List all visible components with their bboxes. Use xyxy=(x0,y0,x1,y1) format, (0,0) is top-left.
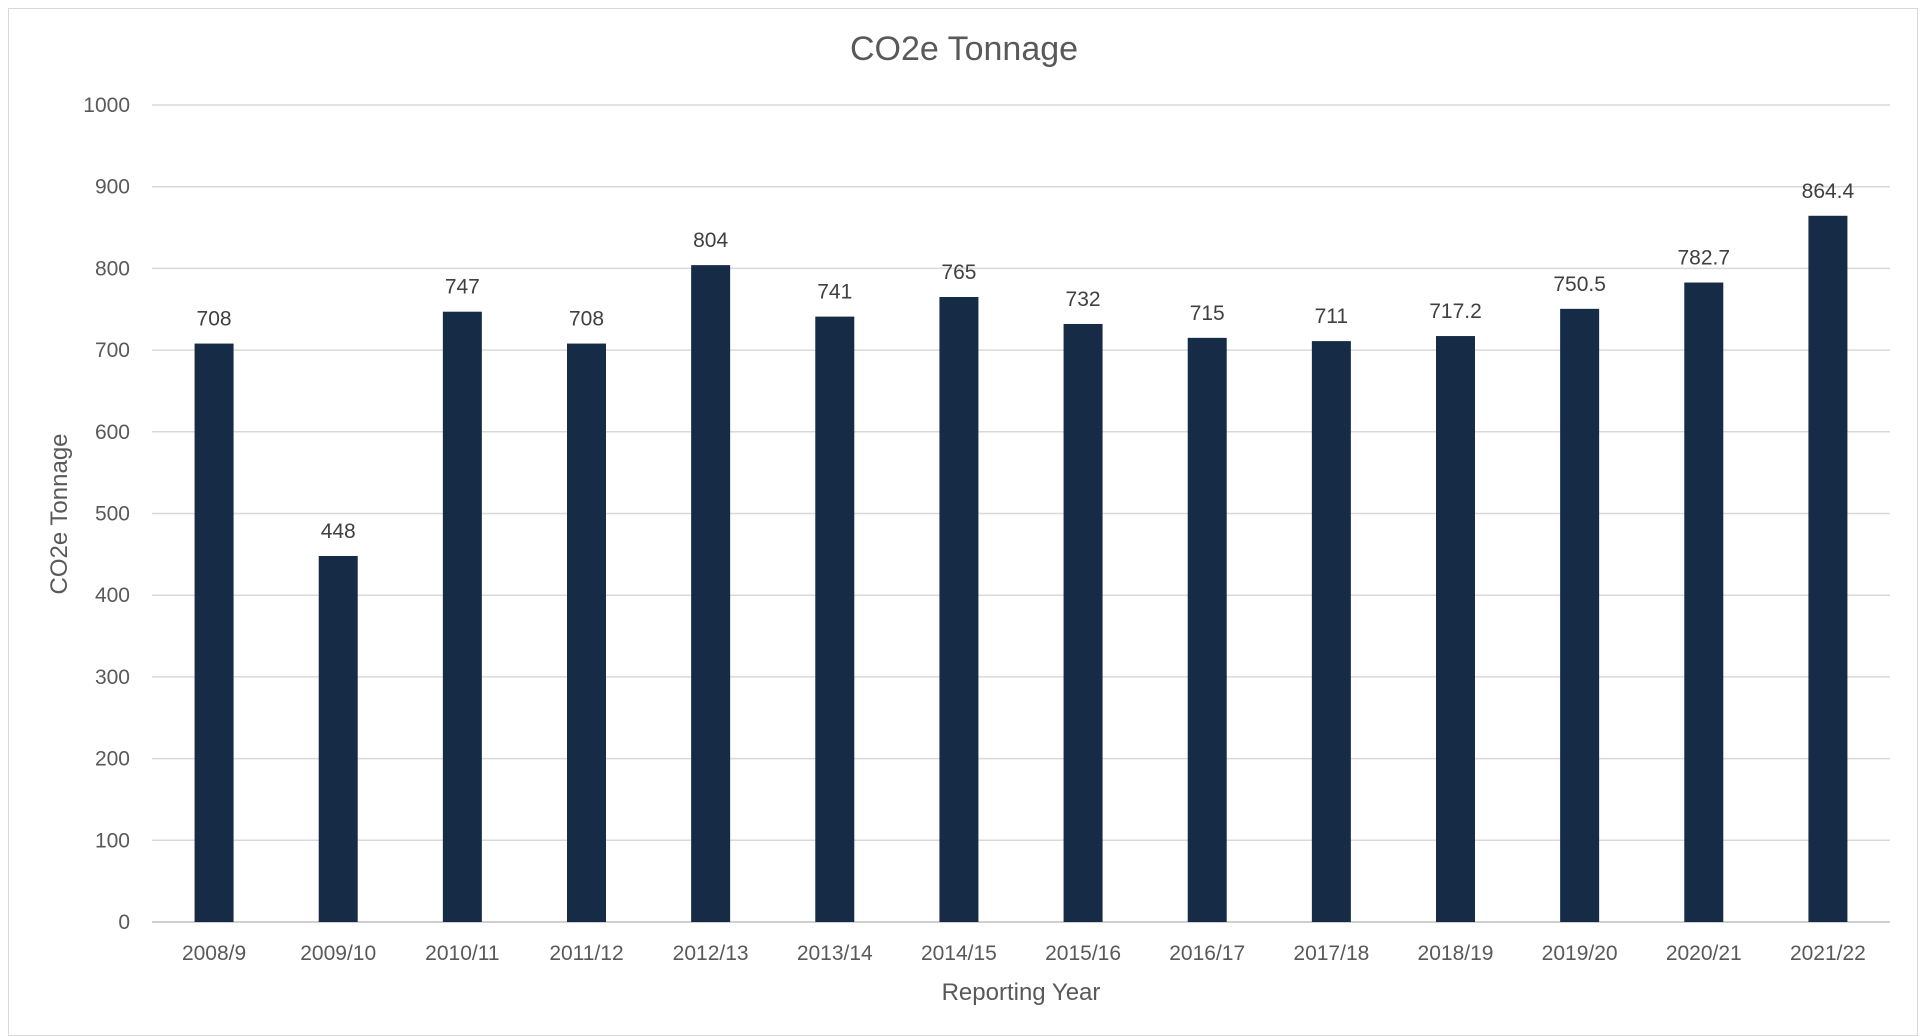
y-tick-label: 200 xyxy=(95,748,130,771)
data-label: 715 xyxy=(1190,302,1225,325)
data-label: 448 xyxy=(321,520,356,543)
bar xyxy=(691,265,731,923)
y-tick-label: 1000 xyxy=(83,94,130,117)
data-label: 782.7 xyxy=(1678,247,1731,270)
bar xyxy=(1684,282,1724,923)
bar xyxy=(194,343,234,923)
data-label: 747 xyxy=(445,276,480,299)
y-tick-label: 100 xyxy=(95,829,130,852)
bar xyxy=(318,555,358,922)
y-tick-label: 600 xyxy=(95,421,130,444)
x-tick-label: 2021/22 xyxy=(1790,942,1866,965)
bar xyxy=(1063,323,1103,922)
bars xyxy=(194,215,1848,923)
x-axis-title: Reporting Year xyxy=(942,979,1101,1006)
x-tick-label: 2019/20 xyxy=(1542,942,1618,965)
y-tick-label: 400 xyxy=(95,584,130,607)
bar xyxy=(567,343,606,923)
x-tick-label: 2016/17 xyxy=(1169,942,1245,965)
data-label: 708 xyxy=(569,308,604,331)
bar xyxy=(939,296,979,922)
data-label: 711 xyxy=(1315,305,1348,328)
y-tick-label: 800 xyxy=(95,257,130,280)
data-label: 765 xyxy=(941,261,976,284)
bar xyxy=(1808,215,1848,922)
x-tick-label: 2008/9 xyxy=(182,942,246,965)
bar xyxy=(1187,337,1227,923)
gridlines xyxy=(152,104,1890,923)
chart-title: CO2e Tonnage xyxy=(850,30,1078,68)
data-label: 708 xyxy=(197,308,232,331)
x-tick-label: 2017/18 xyxy=(1293,942,1369,965)
x-tick-label: 2020/21 xyxy=(1666,942,1742,965)
x-tick-label: 2010/11 xyxy=(425,942,499,965)
bar xyxy=(1311,341,1351,922)
bar xyxy=(1436,336,1475,922)
data-label: 741 xyxy=(817,281,852,304)
data-label: 864.4 xyxy=(1802,180,1855,203)
data-label: 732 xyxy=(1066,288,1101,311)
y-tick-label: 700 xyxy=(95,339,130,362)
bar xyxy=(1560,308,1600,922)
y-tick-label: 0 xyxy=(118,911,130,934)
bar xyxy=(815,316,855,922)
y-tick-label: 500 xyxy=(95,503,130,526)
x-tick-label: 2015/16 xyxy=(1045,942,1121,965)
bar xyxy=(442,311,482,922)
data-label: 804 xyxy=(693,229,728,252)
x-tick-label: 2018/19 xyxy=(1418,942,1494,965)
x-tick-label: 2012/13 xyxy=(673,942,749,965)
y-axis-ticks: 0 100 200 300 400 500 600 700 800 900 1000 xyxy=(83,94,130,934)
x-tick-label: 2014/15 xyxy=(921,942,997,965)
x-tick-label: 2013/14 xyxy=(797,942,873,965)
data-label: 750.5 xyxy=(1553,273,1606,296)
x-tick-label: 2009/10 xyxy=(300,942,376,965)
data-labels: 708 448 747 708 804 741 765 732 715 711 717.2 750.5… xyxy=(197,180,1855,543)
y-tick-label: 300 xyxy=(95,666,130,689)
y-axis-title: CO2e Tonnage xyxy=(46,433,73,594)
y-tick-label: 900 xyxy=(95,176,130,199)
x-axis-ticks: 2008/9 2009/10 2010/11 2011/12 2012/13 2013/1… xyxy=(182,942,1866,965)
data-label: 717.2 xyxy=(1429,300,1482,323)
x-tick-label: 2011/12 xyxy=(549,942,623,965)
